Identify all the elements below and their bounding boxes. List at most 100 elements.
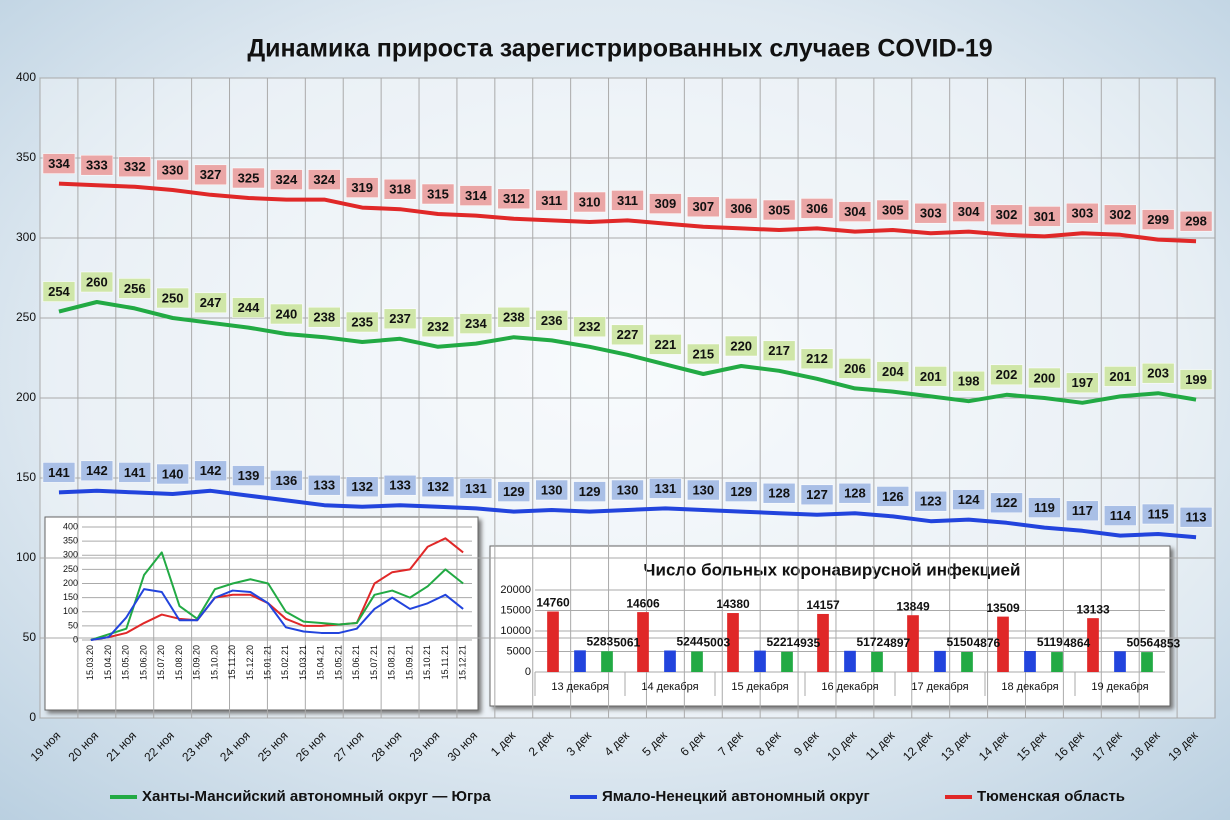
data-label-box [838, 201, 872, 222]
data-label: 330 [162, 162, 184, 177]
data-label: 247 [200, 295, 222, 310]
x-tick-label: 15.12.20 [245, 645, 255, 680]
legend-label: Ханты-Мансийский автономный округ — Югра [142, 788, 491, 805]
data-label-box [345, 177, 379, 198]
x-tick-label: 15.08.21 [387, 645, 397, 680]
bar [844, 650, 856, 672]
data-label-box [308, 169, 341, 190]
data-label-box [156, 463, 189, 485]
data-label-box [194, 164, 227, 186]
data-label: 302 [1109, 207, 1131, 222]
y-tick-label: 0 [29, 710, 36, 724]
data-label-box [459, 313, 493, 334]
bar [727, 613, 739, 672]
data-label: 306 [730, 201, 752, 216]
data-label: 232 [427, 319, 449, 334]
data-label: 244 [238, 300, 260, 315]
x-tick-label: 15.01.21 [263, 645, 273, 680]
data-label: 5172 [856, 635, 883, 649]
data-label-box [270, 303, 303, 325]
data-label: 332 [124, 159, 146, 174]
data-label-box [80, 154, 114, 176]
data-label: 128 [844, 486, 866, 501]
x-tick-label: 15.06.21 [351, 645, 361, 680]
data-label: 319 [351, 180, 373, 195]
bar [1141, 652, 1153, 672]
data-label: 124 [958, 492, 980, 507]
data-label: 130 [541, 482, 563, 497]
data-label: 5221 [766, 635, 793, 649]
data-label-box [232, 297, 265, 318]
data-label: 234 [465, 316, 487, 331]
data-label: 299 [1147, 212, 1169, 227]
data-label-box [1066, 500, 1099, 522]
data-label: 128 [768, 486, 790, 501]
data-label-box [497, 481, 531, 502]
data-label-box [156, 287, 189, 309]
data-label-box [762, 340, 796, 362]
data-label: 113 [1186, 510, 1207, 525]
data-label: 197 [1071, 375, 1093, 390]
data-label: 14760 [536, 596, 570, 610]
series-line [90, 537, 464, 641]
data-label: 5283 [586, 635, 613, 649]
data-label: 227 [617, 327, 639, 342]
data-label-box [118, 462, 152, 483]
data-label-box [649, 334, 682, 355]
x-tick-label: 15.05.21 [333, 645, 343, 680]
data-label-box [573, 316, 606, 338]
data-label-box [270, 470, 303, 491]
data-label-box [535, 310, 568, 331]
data-label: 131 [465, 481, 487, 496]
data-label: 13849 [896, 599, 930, 613]
y-tick-label: 0 [73, 634, 78, 644]
bar [1087, 618, 1099, 672]
data-label-box [838, 358, 872, 379]
data-label-box [42, 462, 76, 483]
data-label: 130 [692, 482, 714, 497]
data-label: 115 [1148, 506, 1169, 521]
data-label-box [687, 479, 720, 501]
data-label-box [308, 306, 341, 328]
x-tick-label: 18 декабря [1001, 681, 1058, 693]
data-label-box [876, 486, 910, 507]
data-label: 5056 [1126, 635, 1153, 649]
data-label-box [762, 199, 796, 221]
data-label: 129 [730, 484, 752, 499]
data-label: 301 [1034, 209, 1056, 224]
data-label-box [118, 278, 152, 299]
y-tick-label: 20000 [500, 584, 531, 596]
data-label: 256 [124, 281, 146, 296]
y-tick-label: 300 [16, 230, 36, 244]
data-label-box [687, 343, 720, 365]
x-tick-label: 15.06.20 [138, 645, 148, 680]
data-label-box [194, 292, 227, 314]
data-label-box [80, 271, 114, 293]
data-label: 303 [1071, 206, 1093, 221]
data-label: 217 [768, 343, 790, 358]
y-tick-label: 150 [16, 470, 36, 484]
bar [907, 615, 919, 672]
chart-title: Динамика прироста зарегистрированных слу… [247, 35, 992, 63]
y-tick-label: 10000 [500, 625, 531, 637]
y-tick-label: 50 [68, 620, 78, 630]
data-label-box [914, 490, 947, 512]
data-label: 198 [958, 374, 980, 389]
bar [781, 651, 793, 672]
bar [691, 651, 703, 672]
series-line [58, 300, 1197, 405]
x-tick-label: 15.10.21 [422, 645, 432, 680]
data-label: 220 [730, 338, 752, 353]
data-label-box [687, 196, 720, 218]
y-tick-label: 50 [23, 630, 37, 644]
y-tick-label: 5000 [507, 645, 531, 657]
data-label: 127 [806, 487, 828, 502]
data-label: 4853 [1153, 636, 1180, 650]
y-tick-label: 150 [63, 592, 78, 602]
data-label-box [762, 482, 796, 504]
y-tick-label: 200 [63, 578, 78, 588]
data-label-box [383, 474, 417, 496]
data-label-box [611, 190, 644, 211]
